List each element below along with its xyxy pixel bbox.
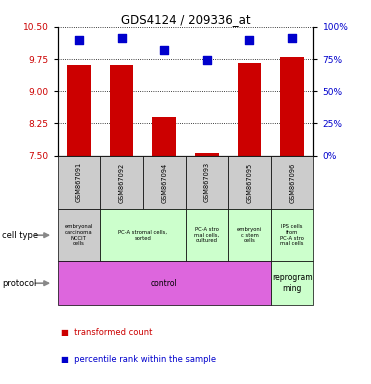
Bar bbox=[67, 66, 91, 156]
Point bbox=[119, 35, 125, 41]
Text: embryoni
c stem
cells: embryoni c stem cells bbox=[237, 227, 262, 243]
Text: ■  percentile rank within the sample: ■ percentile rank within the sample bbox=[61, 354, 216, 364]
Point bbox=[289, 35, 295, 41]
Text: ■  transformed count: ■ transformed count bbox=[61, 328, 152, 337]
Text: GSM867093: GSM867093 bbox=[204, 162, 210, 202]
Text: GDS4124 / 209336_at: GDS4124 / 209336_at bbox=[121, 13, 250, 26]
Text: PC-A stro
mal cells,
cultured: PC-A stro mal cells, cultured bbox=[194, 227, 219, 243]
Text: IPS cells
from
PC-A stro
mal cells: IPS cells from PC-A stro mal cells bbox=[280, 224, 304, 247]
Bar bbox=[280, 57, 304, 156]
Text: embryonal
carcinoma
NCCIT
cells: embryonal carcinoma NCCIT cells bbox=[65, 224, 93, 247]
Bar bbox=[195, 153, 219, 156]
Point bbox=[247, 36, 253, 43]
Text: control: control bbox=[151, 279, 178, 288]
Text: GSM867091: GSM867091 bbox=[76, 162, 82, 202]
Point bbox=[161, 47, 167, 53]
Bar bbox=[238, 63, 261, 156]
Bar bbox=[152, 117, 176, 156]
Text: cell type: cell type bbox=[2, 231, 38, 240]
Text: GSM867092: GSM867092 bbox=[118, 162, 125, 202]
Bar bbox=[110, 66, 133, 156]
Text: GSM867094: GSM867094 bbox=[161, 162, 167, 202]
Text: reprogram
ming: reprogram ming bbox=[272, 273, 312, 293]
Text: GSM867096: GSM867096 bbox=[289, 162, 295, 202]
Text: PC-A stromal cells,
sorted: PC-A stromal cells, sorted bbox=[118, 230, 167, 241]
Point bbox=[204, 57, 210, 63]
Point bbox=[76, 36, 82, 43]
Text: protocol: protocol bbox=[2, 279, 36, 288]
Text: GSM867095: GSM867095 bbox=[246, 162, 253, 202]
